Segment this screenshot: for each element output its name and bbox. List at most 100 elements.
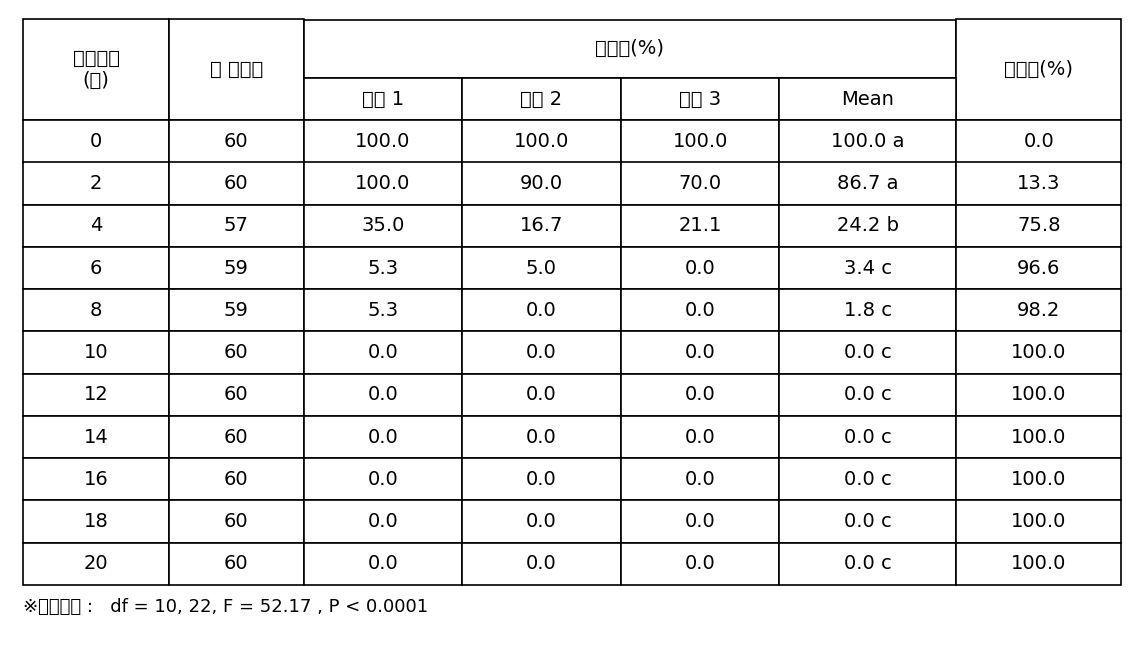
Text: 16.7: 16.7 [519,216,563,235]
Text: 0.0: 0.0 [526,343,557,362]
Text: 100.0: 100.0 [1011,428,1066,447]
Bar [621,543,779,585]
Text: 0.0: 0.0 [367,554,398,573]
Bar [779,458,956,501]
Text: 0.0: 0.0 [367,470,398,489]
Text: 0.0: 0.0 [526,301,557,320]
Text: 0.0: 0.0 [526,512,557,531]
Text: 59: 59 [224,259,249,278]
Bar [169,416,303,458]
Bar [462,416,621,458]
Bar [462,78,621,120]
Bar [462,374,621,416]
Text: 60: 60 [224,174,248,193]
Text: 5.3: 5.3 [367,259,398,278]
Bar [169,162,303,205]
Text: 70.0: 70.0 [678,174,722,193]
Text: 0.0 c: 0.0 c [844,428,892,447]
Text: 0.0: 0.0 [685,554,715,573]
Bar [621,78,779,120]
Bar [462,247,621,289]
Text: 0.0: 0.0 [526,470,557,489]
Bar [303,458,462,501]
Text: 12: 12 [84,385,109,404]
Bar [23,543,169,585]
Bar [169,543,303,585]
Text: 60: 60 [224,343,248,362]
Text: 사망률(%): 사망률(%) [1004,60,1073,79]
Bar [303,162,462,205]
Bar [956,20,1121,120]
Text: 14: 14 [84,428,109,447]
Text: 75.8: 75.8 [1017,216,1060,235]
Text: Mean: Mean [842,90,895,109]
Bar [462,120,621,162]
Bar [621,416,779,458]
Text: 0.0: 0.0 [685,428,715,447]
Bar [303,247,462,289]
Bar [23,500,169,543]
Bar [462,162,621,205]
Text: 60: 60 [224,470,248,489]
Text: 100.0: 100.0 [1011,512,1066,531]
Bar [621,247,779,289]
Bar [621,374,779,416]
Text: 100.0: 100.0 [355,174,411,193]
Text: 60: 60 [224,385,248,404]
Bar [779,500,956,543]
Bar [303,500,462,543]
Text: ※통계분석 :   df = 10, 22, F = 52.17 , P < 0.0001: ※통계분석 : df = 10, 22, F = 52.17 , P < 0.0… [23,598,428,616]
Text: 반복 1: 반복 1 [362,90,404,109]
Text: 1.8 c: 1.8 c [844,301,892,320]
Bar [956,289,1121,332]
Text: 59: 59 [224,301,249,320]
Text: 8: 8 [90,301,102,320]
Text: 3.4 c: 3.4 c [844,259,892,278]
Bar [779,205,956,247]
Bar [779,162,956,205]
Bar [621,162,779,205]
Bar [462,458,621,501]
Text: 처리시간
(일): 처리시간 (일) [72,49,120,90]
Text: 35.0: 35.0 [362,216,405,235]
Bar [169,20,303,120]
Bar [23,416,169,458]
Bar [23,458,169,501]
Bar [779,247,956,289]
Bar [303,543,462,585]
Bar [169,120,303,162]
Text: 5.0: 5.0 [526,259,557,278]
Text: 6: 6 [90,259,102,278]
Text: 0.0: 0.0 [685,512,715,531]
Bar [956,247,1121,289]
Bar [621,458,779,501]
Text: 100.0: 100.0 [673,132,728,151]
Text: 총 조사수: 총 조사수 [209,60,263,79]
Text: 100.0: 100.0 [1011,385,1066,404]
Text: 4: 4 [90,216,102,235]
Bar [23,120,169,162]
Text: 2: 2 [90,174,102,193]
Bar [779,78,956,120]
Bar [462,205,621,247]
Text: 생존율(%): 생존율(%) [596,39,665,58]
Bar [23,332,169,374]
Text: 0.0: 0.0 [685,385,715,404]
Text: 0.0: 0.0 [367,343,398,362]
Text: 60: 60 [224,512,248,531]
Bar [956,500,1121,543]
Bar [462,543,621,585]
Bar [303,205,462,247]
Bar [621,332,779,374]
Text: 0.0 c: 0.0 c [844,470,892,489]
Bar [23,162,169,205]
Text: 57: 57 [224,216,249,235]
Bar [23,205,169,247]
Bar [779,289,956,332]
Bar [462,332,621,374]
Text: 24.2 b: 24.2 b [837,216,899,235]
Bar [169,205,303,247]
Text: 100.0 a: 100.0 a [832,132,905,151]
Bar [621,205,779,247]
Bar [23,289,169,332]
